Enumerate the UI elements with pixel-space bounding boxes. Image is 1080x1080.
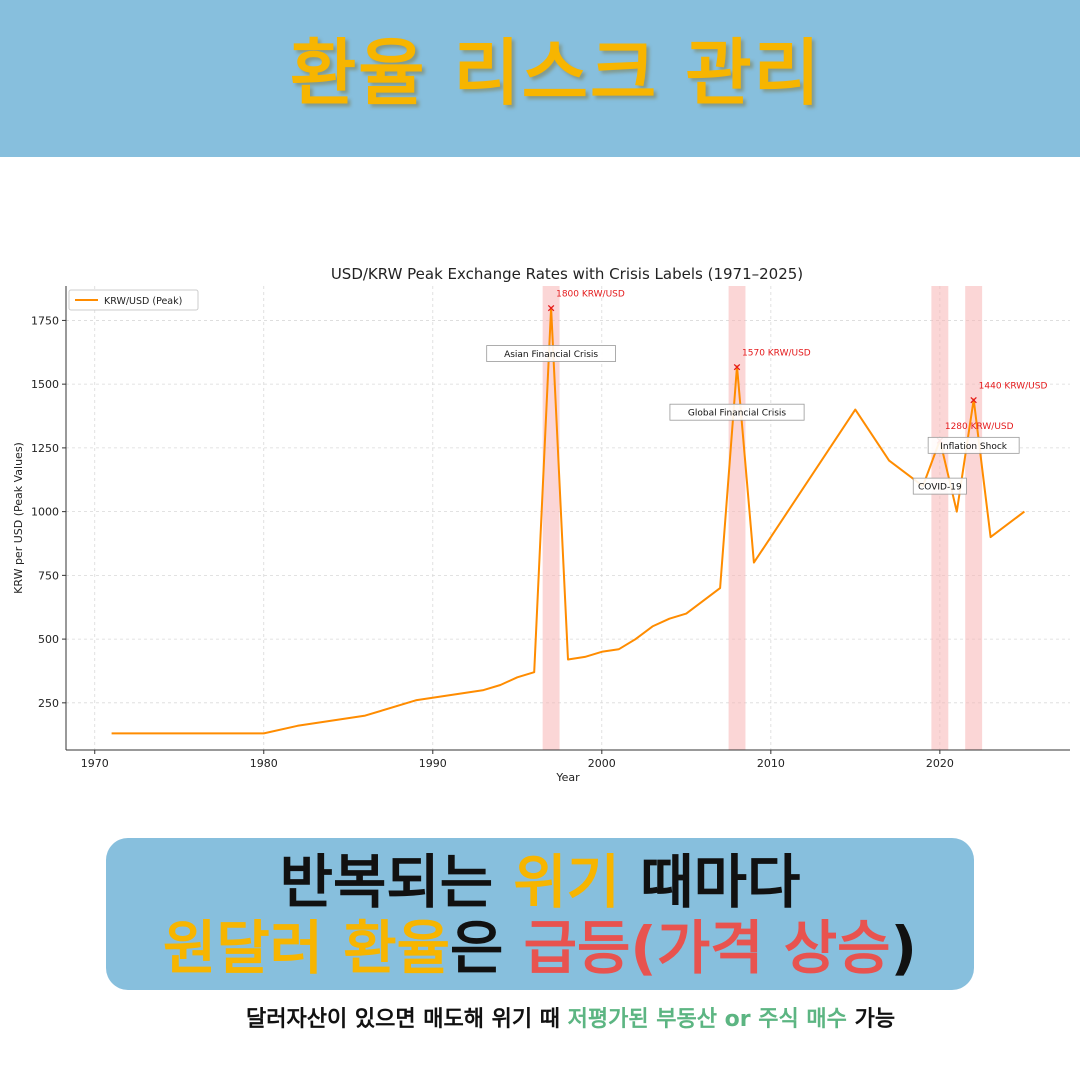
callout-emphasis: 급등( xyxy=(523,914,657,982)
footer-note: 달러자산이 있으면 매도해 위기 때 저평가된 부동산 or 주식 매수 가능 xyxy=(246,1000,1006,1040)
callout-text: ) xyxy=(890,914,917,982)
chart-legend: KRW/USD (Peak) xyxy=(68,289,199,311)
crisis-label: Inflation Shock xyxy=(940,442,1008,452)
footer-text: 가능 xyxy=(846,1007,896,1032)
peak-marker: × xyxy=(969,393,978,406)
y-tick-label: 1250 xyxy=(31,442,59,455)
callout-text: 때마다 xyxy=(620,848,801,916)
page-title: 환율 리스크 관리 xyxy=(290,31,822,115)
footer-text: 달러자산이 있으면 매도해 위기 때 xyxy=(246,1007,568,1032)
x-tick-label: 2010 xyxy=(757,757,785,770)
callout-line-1: 반복되는 위기 때마다 xyxy=(106,850,974,914)
crisis-span xyxy=(728,286,746,750)
y-tick-label: 1750 xyxy=(31,314,59,327)
crisis-label-box xyxy=(486,345,616,362)
x-axis-label: Year xyxy=(555,771,580,784)
footer-highlight: 저평가된 부동산 or 주식 매수 xyxy=(567,1007,847,1032)
peak-label: 1440 KRW/USD xyxy=(979,381,1048,391)
callout-text: 은 xyxy=(450,914,524,982)
peak-label: 1280 KRW/USD xyxy=(945,422,1014,432)
peak-label: 1800 KRW/USD xyxy=(556,290,625,300)
crisis-label: Asian Financial Crisis xyxy=(504,350,598,360)
callout-highlight: 원달러 환율 xyxy=(163,914,451,982)
callout-text: 반복되는 xyxy=(279,848,514,916)
crisis-span xyxy=(965,286,983,750)
x-tick-label: 2020 xyxy=(926,757,954,770)
crisis-label-box xyxy=(669,403,805,421)
y-axis-label: KRW per USD (Peak Values) xyxy=(12,442,25,594)
peak-marker: × xyxy=(732,360,741,373)
series-line xyxy=(111,306,1026,735)
y-tick-label: 1500 xyxy=(31,378,59,391)
callout-box: 반복되는 위기 때마다 원달러 환율은 급등(가격 상승) xyxy=(106,838,974,990)
callout-emphasis: 가격 상승 xyxy=(656,914,891,982)
crisis-labels: Asian Financial Crisis Global Financial C… xyxy=(486,345,1020,495)
crisis-label: COVID-19 xyxy=(918,483,962,493)
chart-title: USD/KRW Peak Exchange Rates with Crisis … xyxy=(331,265,803,283)
crisis-label: Global Financial Crisis xyxy=(688,409,787,419)
crisis-span xyxy=(931,286,949,750)
crisis-label-box xyxy=(927,436,1020,454)
crisis-label-box xyxy=(912,477,967,495)
y-tick-label: 250 xyxy=(38,697,59,710)
header-banner: 환율 리스크 관리 xyxy=(0,0,1080,157)
legend-label: KRW/USD (Peak) xyxy=(104,296,182,307)
y-tick-label: 500 xyxy=(38,633,59,646)
chart-series xyxy=(111,306,1026,735)
x-tick-label: 1990 xyxy=(419,757,447,770)
chart-axes: 1970 1980 1990 2000 2010 2020 250 500 750 1000 125… xyxy=(31,286,1070,770)
x-tick-label: 1970 xyxy=(81,757,109,770)
callout-line-2: 원달러 환율은 급등(가격 상승) xyxy=(106,916,974,980)
legend-box xyxy=(68,289,199,311)
y-tick-label: 1000 xyxy=(31,506,59,519)
callout-highlight: 위기 xyxy=(513,848,621,916)
peak-marker: × xyxy=(546,302,555,315)
exchange-rate-chart: USD/KRW Peak Exchange Rates with Crisis … xyxy=(12,265,1070,784)
x-tick-label: 2000 xyxy=(588,757,616,770)
peak-label: 1570 KRW/USD xyxy=(742,348,811,358)
y-tick-label: 750 xyxy=(38,569,59,582)
x-tick-label: 1980 xyxy=(250,757,278,770)
